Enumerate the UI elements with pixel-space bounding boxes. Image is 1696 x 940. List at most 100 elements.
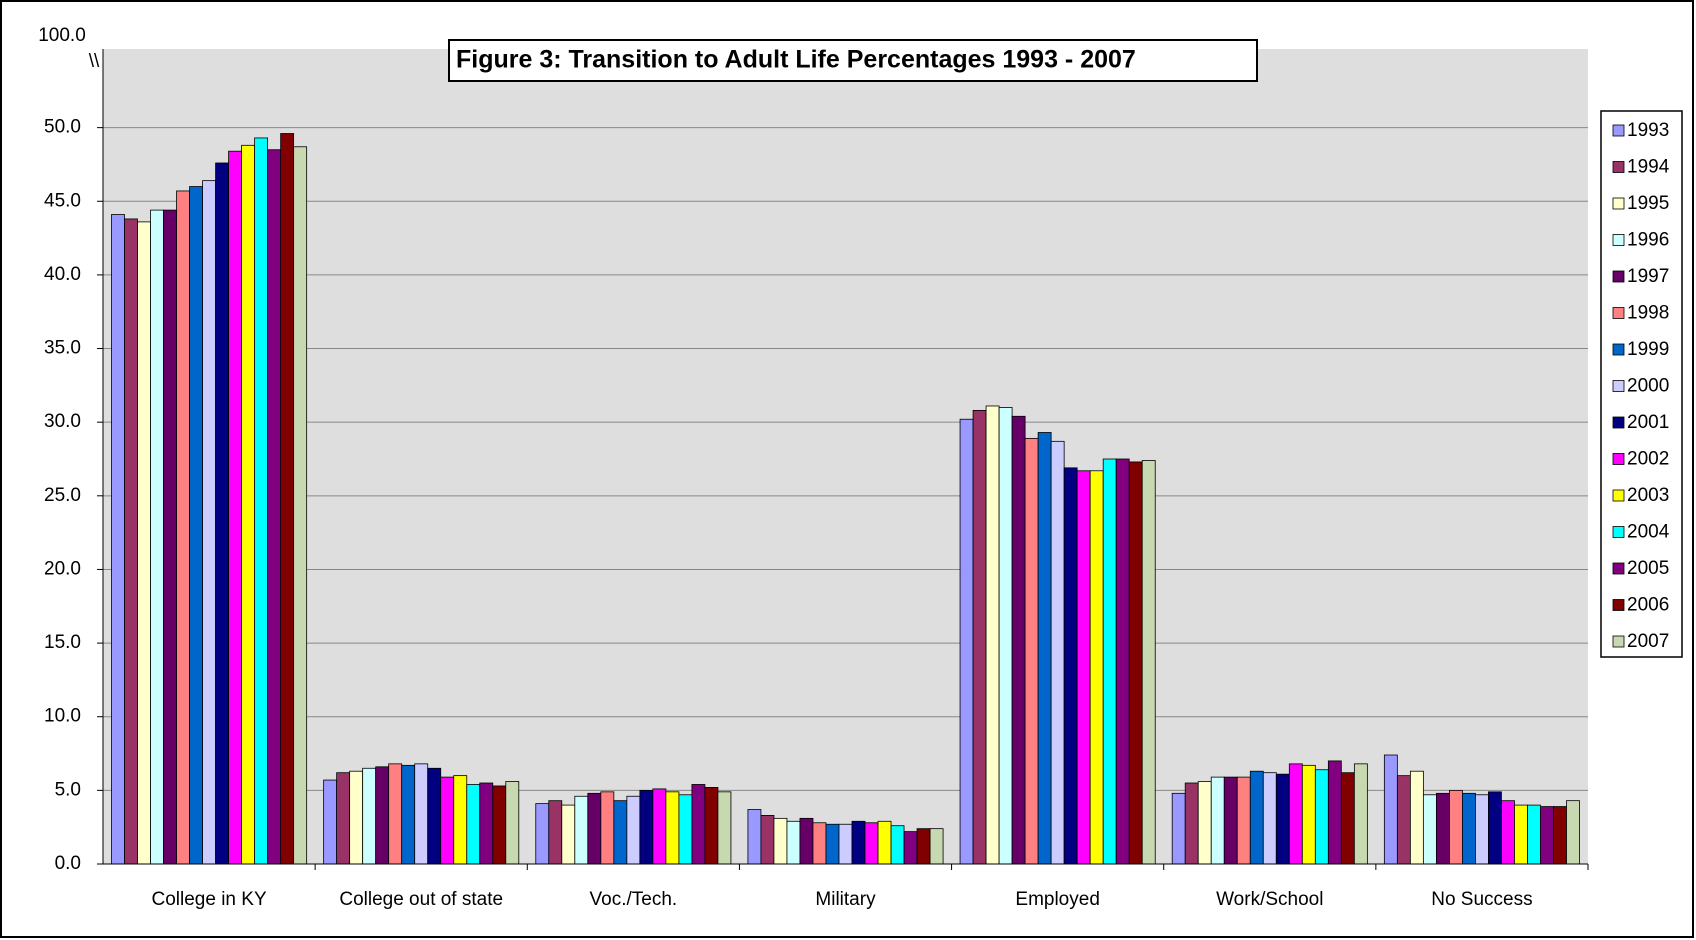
bar bbox=[1184, 782, 1199, 865]
x-tick-label: Employed bbox=[1015, 889, 1100, 910]
bar bbox=[1288, 763, 1303, 865]
bar bbox=[1236, 776, 1251, 865]
legend-swatch bbox=[1612, 453, 1625, 465]
legend-label: 2001 bbox=[1627, 412, 1669, 433]
x-tick-label: Work/School bbox=[1216, 889, 1323, 910]
legend-label: 2000 bbox=[1627, 376, 1669, 397]
bar bbox=[1540, 806, 1554, 865]
bar bbox=[427, 767, 442, 865]
bar bbox=[747, 809, 762, 865]
bar bbox=[1396, 775, 1411, 865]
legend-swatch bbox=[1612, 124, 1625, 137]
bar bbox=[903, 831, 918, 865]
bar bbox=[1011, 415, 1026, 865]
bar bbox=[505, 781, 520, 865]
bar bbox=[124, 218, 138, 865]
y-tick-label: 45.0 bbox=[44, 190, 81, 211]
bar bbox=[1422, 794, 1437, 865]
bar bbox=[838, 823, 853, 865]
bar bbox=[890, 825, 905, 865]
bar bbox=[1340, 772, 1355, 865]
x-tick-label: No Success bbox=[1431, 889, 1532, 910]
legend-swatch bbox=[1612, 234, 1625, 246]
bar bbox=[1435, 792, 1450, 865]
bar bbox=[600, 791, 615, 865]
legend-label: 2004 bbox=[1627, 522, 1670, 543]
bar bbox=[401, 764, 416, 865]
x-tick-label: Military bbox=[815, 889, 876, 910]
bar bbox=[1475, 794, 1489, 865]
bar bbox=[453, 775, 468, 865]
bar bbox=[665, 791, 680, 865]
bar bbox=[678, 794, 693, 865]
legend-label: 1996 bbox=[1627, 230, 1669, 251]
bar bbox=[1171, 792, 1186, 865]
bar bbox=[799, 817, 814, 865]
bar bbox=[851, 820, 866, 865]
bar bbox=[548, 800, 563, 865]
legend-swatch bbox=[1612, 307, 1625, 319]
bar bbox=[163, 209, 177, 865]
bar bbox=[1115, 458, 1130, 865]
y-tick-label: 40.0 bbox=[44, 264, 81, 285]
bar bbox=[349, 770, 364, 865]
bar bbox=[228, 150, 243, 865]
bar bbox=[336, 772, 351, 865]
bar bbox=[267, 149, 282, 865]
bar bbox=[864, 822, 879, 865]
bar bbox=[150, 209, 164, 865]
bar bbox=[561, 804, 576, 865]
bar bbox=[639, 789, 654, 865]
title-box bbox=[448, 39, 1258, 82]
bar bbox=[691, 784, 706, 865]
bar bbox=[440, 776, 455, 865]
bar bbox=[137, 221, 151, 865]
bar bbox=[362, 767, 377, 865]
legend-label: 1999 bbox=[1627, 339, 1669, 360]
bar bbox=[479, 782, 494, 865]
legend-label: 1998 bbox=[1627, 303, 1669, 324]
bar bbox=[998, 407, 1013, 865]
y-tick-label: 30.0 bbox=[44, 411, 81, 432]
legend-swatch bbox=[1612, 416, 1625, 429]
bar bbox=[1063, 467, 1078, 865]
bar bbox=[1076, 470, 1091, 865]
bar bbox=[215, 162, 229, 865]
bar bbox=[1089, 470, 1104, 865]
legend-label: 1993 bbox=[1627, 120, 1669, 141]
bar bbox=[375, 766, 390, 865]
x-tick-label: College out of state bbox=[339, 889, 503, 910]
legend-swatch bbox=[1612, 599, 1625, 611]
legend-swatch bbox=[1612, 380, 1625, 392]
legend-label: 2002 bbox=[1627, 449, 1669, 470]
bar bbox=[466, 784, 481, 865]
bar bbox=[587, 792, 602, 865]
bar bbox=[1275, 773, 1290, 865]
bar bbox=[812, 822, 827, 865]
y-tick-label: 15.0 bbox=[44, 632, 81, 653]
bar bbox=[202, 180, 216, 865]
legend-swatch bbox=[1612, 526, 1625, 538]
bar bbox=[1223, 776, 1238, 865]
bar bbox=[704, 787, 719, 865]
bar bbox=[1197, 781, 1212, 865]
bar bbox=[786, 820, 801, 865]
bar bbox=[1409, 770, 1424, 865]
bar bbox=[773, 817, 788, 865]
bar bbox=[1141, 460, 1156, 865]
bar bbox=[1488, 791, 1502, 865]
legend-label: 1997 bbox=[1627, 266, 1669, 287]
bar bbox=[1462, 792, 1476, 865]
y-tick-label: 35.0 bbox=[44, 338, 81, 359]
bar bbox=[492, 785, 507, 865]
chart-title: Figure 3: Transition to Adult Life Perce… bbox=[456, 46, 1136, 74]
bar bbox=[877, 820, 892, 865]
y-tick-label: 25.0 bbox=[44, 485, 81, 506]
bar bbox=[717, 791, 732, 865]
y-tick-label: 50.0 bbox=[44, 117, 81, 138]
bar bbox=[1501, 800, 1515, 865]
bar bbox=[1514, 804, 1528, 865]
axis-top-label: 100.0 bbox=[38, 25, 86, 46]
x-tick-label: College in KY bbox=[152, 889, 267, 910]
